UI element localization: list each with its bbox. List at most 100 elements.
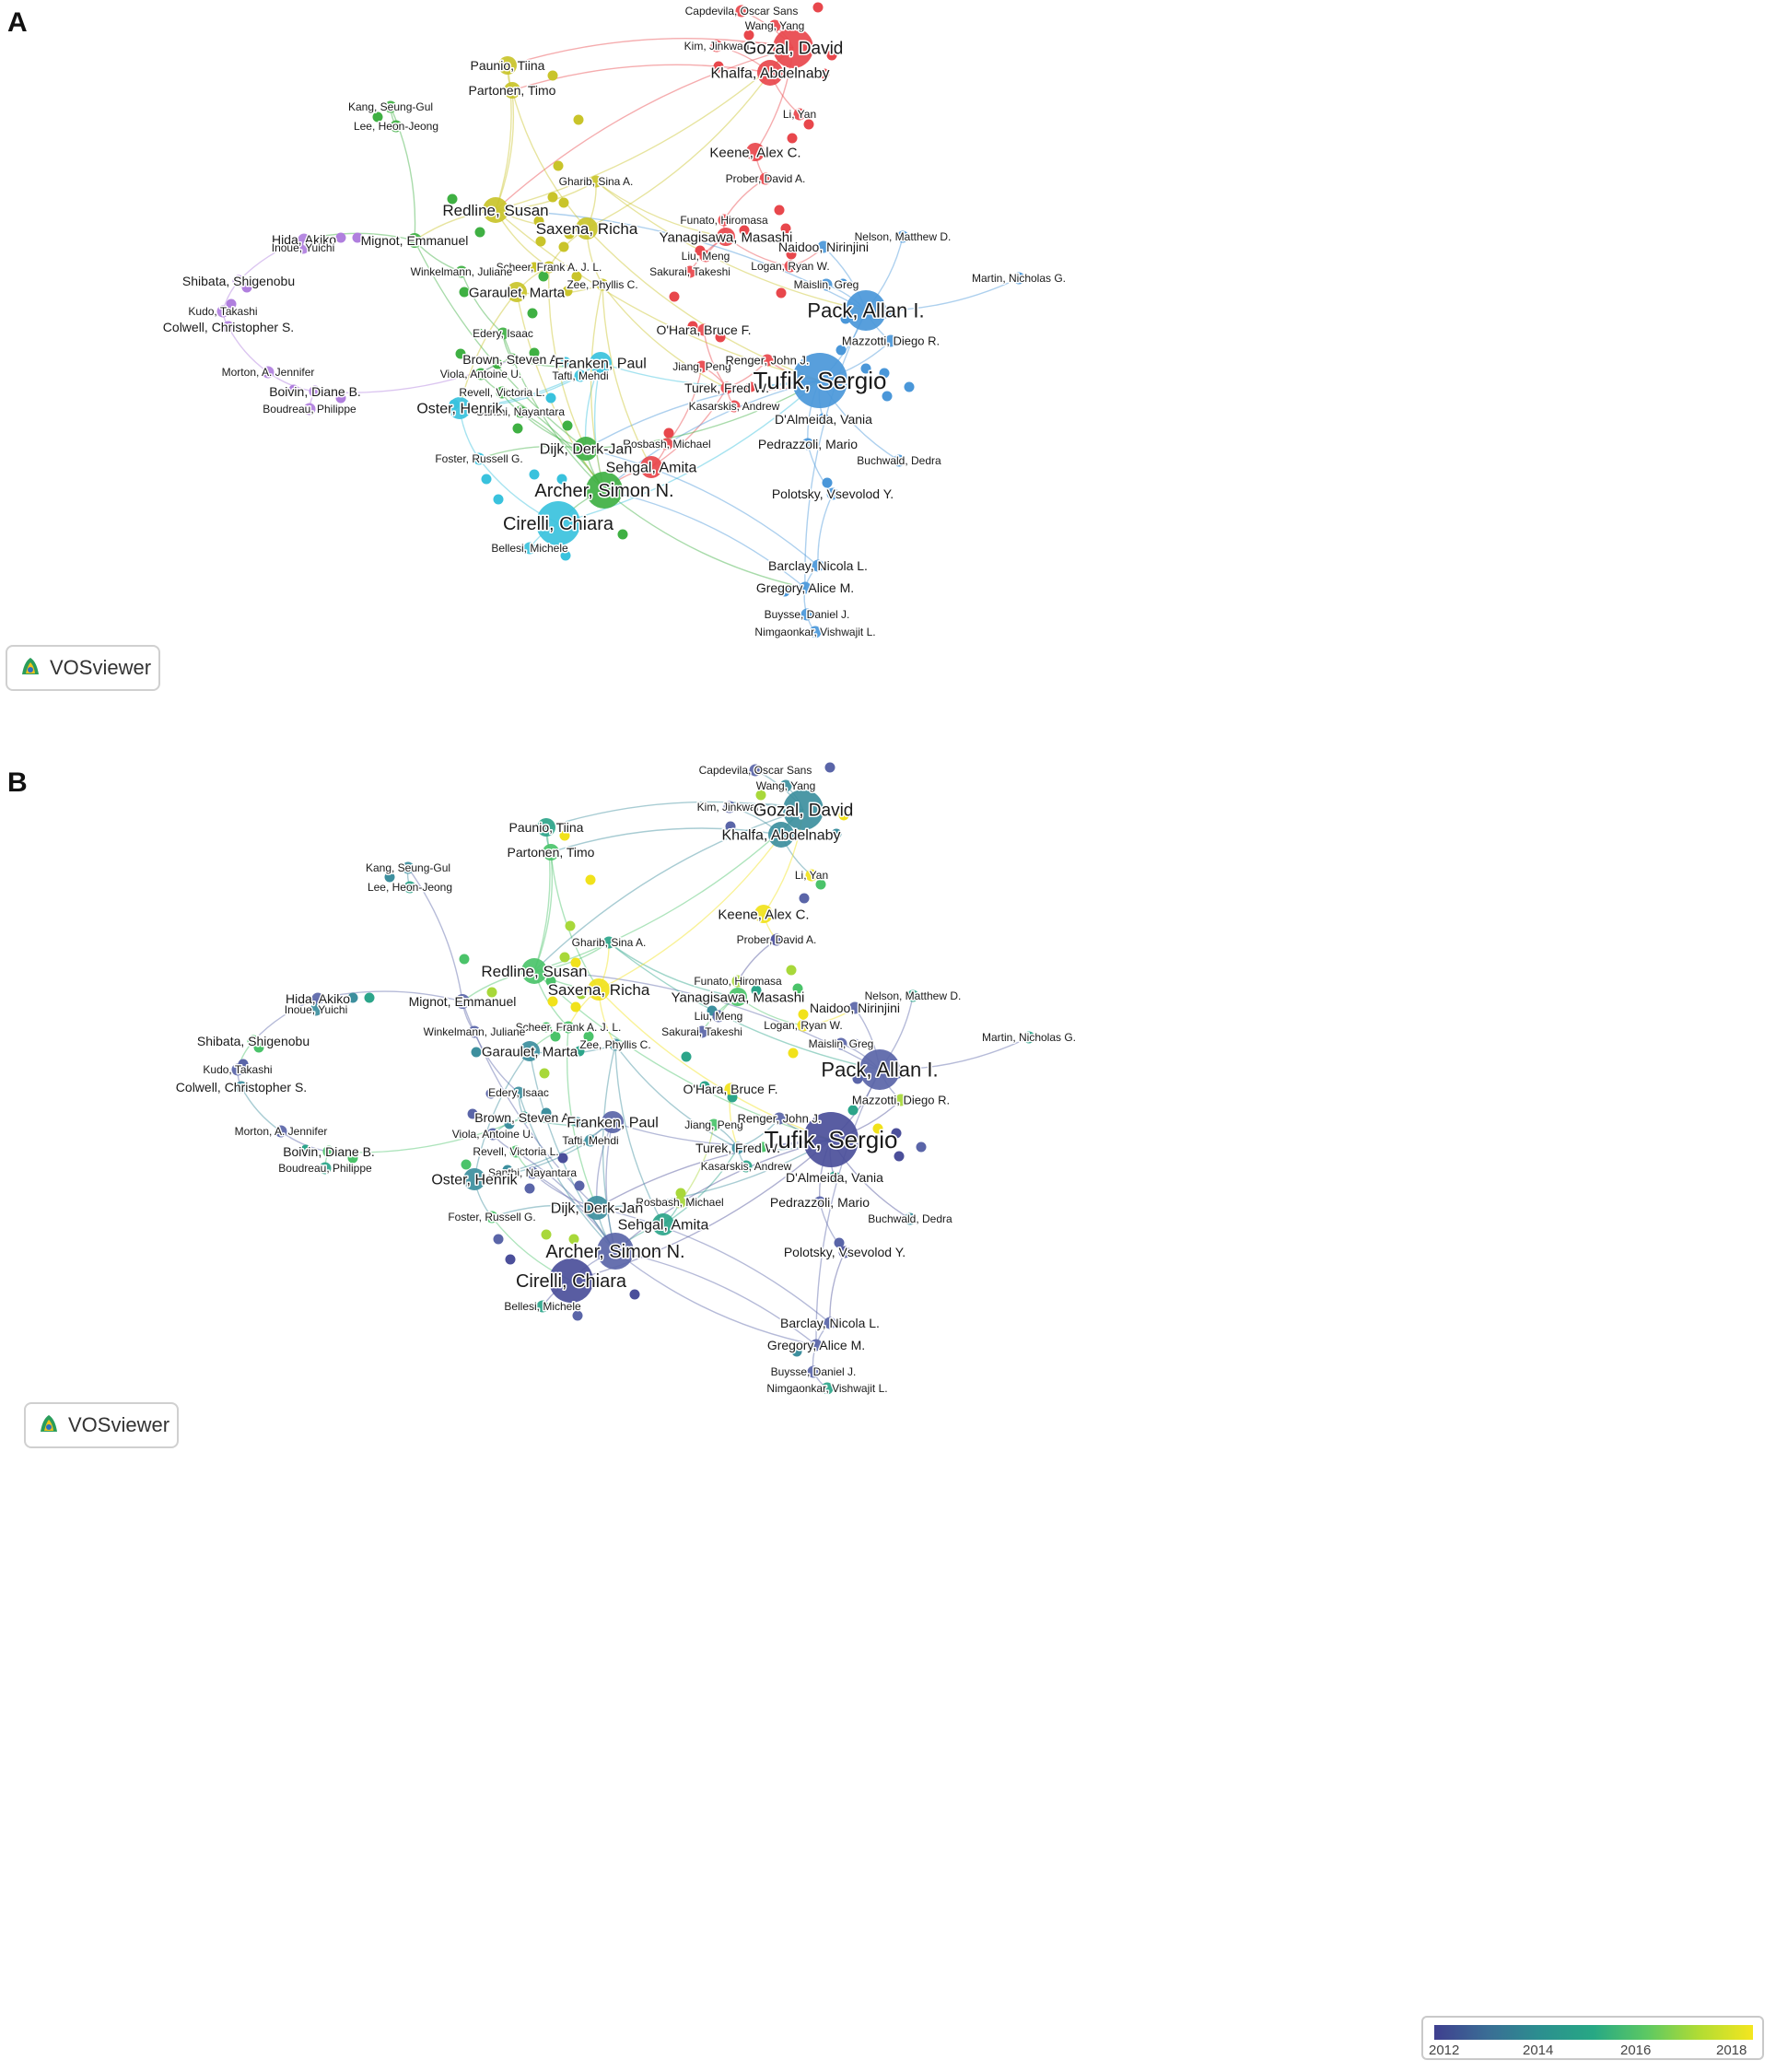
author-node-bellesi[interactable] [523,542,536,555]
author-node-oster[interactable] [449,397,471,419]
author-node-archer[interactable] [597,1233,634,1270]
author-node-shibata[interactable] [232,275,245,287]
author-node-wang[interactable] [768,19,781,32]
author-node-polotsky[interactable] [826,487,839,500]
author-node-inoue[interactable] [297,241,310,254]
author-node-paunio[interactable] [498,56,517,75]
author-node-barclay[interactable] [824,1317,836,1329]
minor-author-node[interactable] [699,1081,710,1092]
author-node-mazzotti[interactable] [894,1094,907,1106]
author-node-capdevila[interactable] [735,5,748,18]
minor-author-node[interactable] [364,992,375,1003]
author-node-rosbash[interactable] [673,1196,686,1209]
author-node-colwell[interactable] [235,1081,248,1094]
author-node-archer[interactable] [586,472,623,509]
minor-author-node[interactable] [847,1105,859,1116]
author-node-yanagisawa[interactable] [729,988,747,1006]
minor-author-node[interactable] [538,271,549,282]
author-node-foster[interactable] [485,1211,498,1223]
author-node-jiang[interactable] [707,1118,720,1131]
minor-author-node[interactable] [505,1254,516,1265]
author-node-scheer[interactable] [543,261,555,274]
author-node-scheer[interactable] [562,1021,575,1034]
minor-author-node[interactable] [288,384,299,395]
minor-author-node[interactable] [743,29,754,41]
author-node-leehj[interactable] [390,120,403,133]
author-node-cirelli[interactable] [536,501,580,545]
author-node-liyan[interactable] [805,869,818,882]
minor-author-node[interactable] [547,70,558,81]
minor-author-node[interactable] [715,332,726,343]
author-node-keene[interactable] [746,143,765,161]
author-node-pack[interactable] [846,290,886,331]
author-node-martin[interactable] [1012,272,1025,285]
minor-author-node[interactable] [838,810,849,821]
author-node-partonen[interactable] [504,82,520,99]
minor-author-node[interactable] [663,427,674,439]
author-node-franken[interactable] [590,352,612,374]
minor-author-node[interactable] [849,1038,860,1049]
minor-author-node[interactable] [835,345,847,356]
author-node-tafti[interactable] [584,1134,597,1147]
minor-author-node[interactable] [524,1183,535,1194]
minor-author-node[interactable] [916,1141,927,1153]
minor-author-node[interactable] [831,828,842,839]
minor-author-node[interactable] [570,1001,581,1013]
author-node-revell[interactable] [496,386,508,399]
minor-author-node[interactable] [798,1009,809,1020]
author-node-logan[interactable] [784,260,797,273]
minor-author-node[interactable] [541,1229,552,1240]
author-node-revell[interactable] [509,1145,522,1158]
minor-author-node[interactable] [547,192,558,203]
minor-author-node[interactable] [585,874,596,885]
author-node-redline[interactable] [521,958,547,984]
author-node-edery[interactable] [512,1086,525,1099]
author-node-kasarskis[interactable] [740,1160,753,1173]
minor-author-node[interactable] [826,50,837,61]
author-node-garaulet[interactable] [507,282,527,302]
minor-author-node[interactable] [792,983,803,994]
minor-author-node[interactable] [834,1237,845,1248]
minor-author-node[interactable] [545,392,556,404]
author-node-gharib[interactable] [590,175,602,188]
minor-author-node[interactable] [490,404,501,416]
minor-author-node[interactable] [459,287,470,298]
author-node-sehgal[interactable] [652,1213,674,1235]
minor-author-node[interactable] [860,363,871,374]
minor-author-node[interactable] [776,287,787,299]
author-node-kim[interactable] [723,801,736,814]
author-node-nelson[interactable] [906,989,919,1002]
minor-author-node[interactable] [879,368,890,379]
minor-author-node[interactable] [533,216,544,227]
author-node-kang[interactable] [384,100,397,113]
minor-author-node[interactable] [241,282,252,293]
minor-author-node[interactable] [803,119,814,130]
minor-author-node[interactable] [547,444,558,455]
minor-author-node[interactable] [447,193,458,205]
author-node-buchwald[interactable] [893,454,906,467]
author-node-dijk[interactable] [585,1196,609,1220]
minor-author-node[interactable] [474,227,485,238]
minor-author-node[interactable] [786,965,797,976]
author-node-viola[interactable] [474,368,487,380]
author-node-inoue[interactable] [310,1003,322,1016]
minor-author-node[interactable] [559,1204,570,1215]
author-node-buchwald[interactable] [904,1212,917,1225]
author-node-khalfa[interactable] [757,60,783,86]
author-node-nimgaonkar[interactable] [809,626,822,638]
minor-author-node[interactable] [335,392,346,404]
author-node-saxena[interactable] [576,217,598,240]
author-node-pedrazzoli[interactable] [813,1196,826,1209]
minor-author-node[interactable] [529,262,540,273]
author-node-dalmeida[interactable] [828,1171,841,1184]
author-node-gozal[interactable] [783,790,824,830]
minor-author-node[interactable] [564,228,575,240]
minor-author-node[interactable] [384,872,395,883]
author-node-cirelli[interactable] [549,1258,593,1303]
minor-author-node[interactable] [493,1234,504,1245]
author-node-tafti[interactable] [574,369,587,382]
author-node-santhi[interactable] [526,1166,539,1179]
author-node-foster[interactable] [473,452,485,465]
minor-author-node[interactable] [882,391,893,402]
minor-author-node[interactable] [757,1141,768,1153]
